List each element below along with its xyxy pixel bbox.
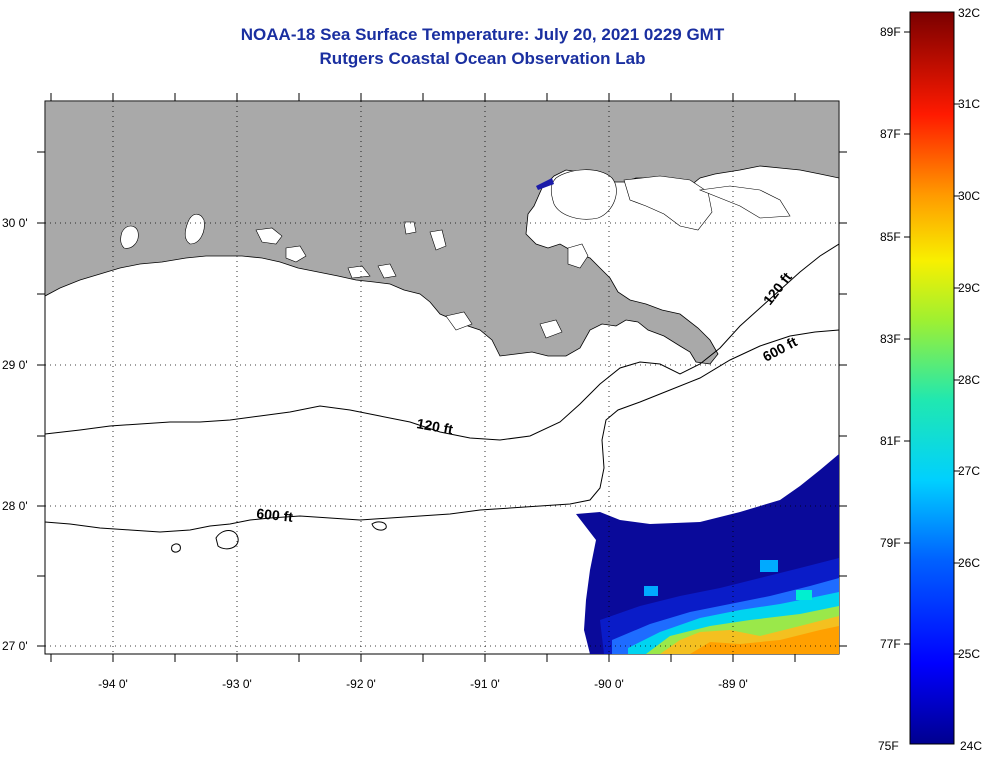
lat-label: 27 0' [2, 639, 28, 653]
colorbar [909, 11, 955, 745]
colorbar-fahrenheit-label: 83F [880, 332, 901, 346]
colorbar-fahrenheit-label: 75F [878, 739, 899, 753]
colorbar-fahrenheit-label: 87F [880, 127, 901, 141]
isobath-contours [45, 243, 839, 553]
colorbar-celsius-label: 27C [958, 464, 980, 478]
colorbar-celsius-label: 30C [958, 189, 980, 203]
graticule [45, 101, 839, 654]
map-subtitle: Rutgers Coastal Ocean Observation Lab [319, 49, 646, 68]
lon-label: -91 0' [470, 677, 500, 691]
inland-water [120, 169, 791, 339]
colorbar-fahrenheit-label: 81F [880, 434, 901, 448]
map-title: NOAA-18 Sea Surface Temperature: July 20… [240, 25, 725, 44]
colorbar-celsius-label: 28C [958, 373, 980, 387]
lon-label: -90 0' [594, 677, 624, 691]
contour-small-loop-3 [371, 521, 387, 531]
colorbar-ticks [904, 31, 960, 655]
contour-120ft-mid [45, 243, 839, 441]
contour-600ft-lower [45, 329, 839, 533]
lon-label: -93 0' [222, 677, 252, 691]
colorbar-fahrenheit-label: 89F [880, 25, 901, 39]
lon-label: -89 0' [718, 677, 748, 691]
colorbar-fahrenheit-label: 77F [880, 637, 901, 651]
colorbar-celsius-label: 32C [958, 6, 980, 20]
colorbar-fahrenheit-label: 85F [880, 230, 901, 244]
contour-small-loop-2 [171, 543, 181, 553]
contour-small-loop [215, 530, 239, 550]
lat-label: 28 0' [2, 499, 28, 513]
lat-label: 29 0' [2, 358, 28, 372]
colorbar-celsius-label: 29C [958, 281, 980, 295]
colorbar-celsius-label: 31C [958, 97, 980, 111]
lon-label: -94 0' [98, 677, 128, 691]
colorbar-celsius-label: 26C [958, 556, 980, 570]
lat-label: 30 0' [2, 216, 28, 230]
sst-data-patches [576, 454, 839, 654]
contour-label-120ft-mid: 120 ft [415, 415, 454, 437]
lon-label: -92 0' [346, 677, 376, 691]
contour-label-600ft-lower: 600 ft [256, 505, 294, 525]
colorbar-celsius-label: 25C [958, 647, 980, 661]
colorbar-fahrenheit-label: 79F [880, 536, 901, 550]
colorbar-celsius-label: 24C [960, 739, 982, 753]
frame-ticks [37, 93, 847, 662]
lake-fragment [536, 178, 554, 190]
